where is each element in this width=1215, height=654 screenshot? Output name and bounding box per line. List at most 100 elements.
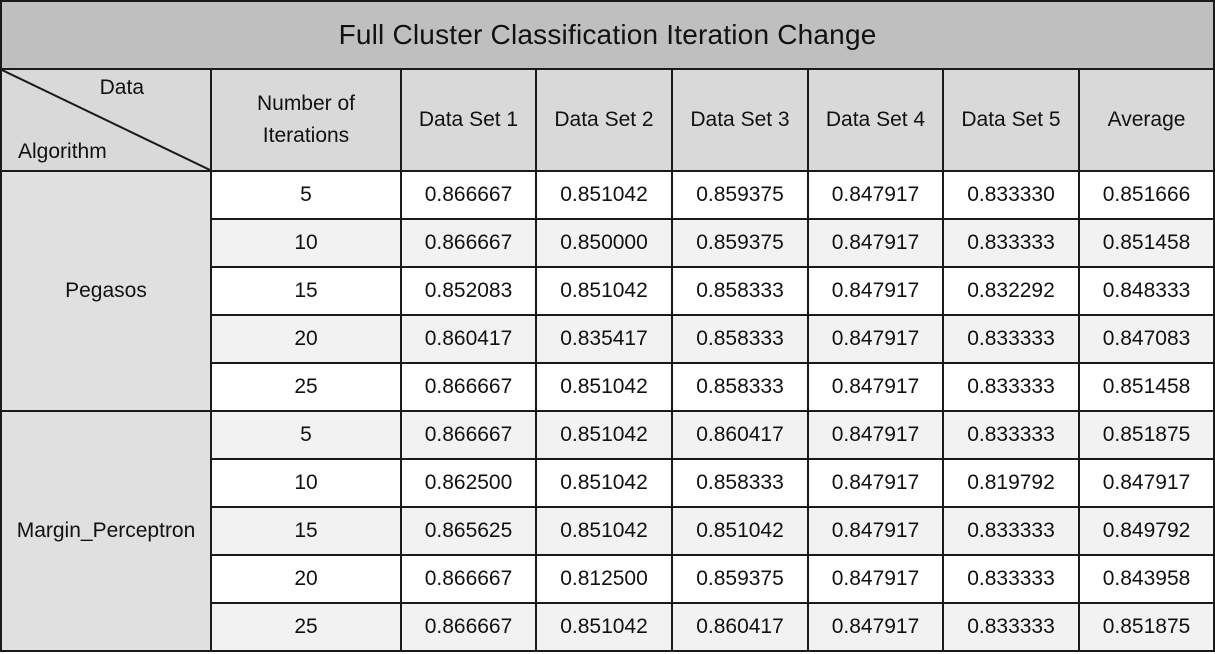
table-title: Full Cluster Classification Iteration Ch… xyxy=(0,0,1215,70)
corner-header: Data Algorithm xyxy=(0,68,212,172)
dataset-4-value-cell: 0.847917 xyxy=(807,506,944,556)
dataset-2-value-cell: 0.851042 xyxy=(535,506,673,556)
table-row: 20 0.860417 0.835417 0.858333 0.847917 0.8333… xyxy=(1,314,1215,364)
table-row: 25 0.866667 0.851042 0.860417 0.847917 0.8333… xyxy=(1,602,1215,652)
header-row: Data Algorithm Number of Iterations Data… xyxy=(0,68,1215,172)
dataset-5-header: Data Set 5 xyxy=(942,68,1080,172)
table-row: 10 0.862500 0.851042 0.858333 0.847917 0.8197… xyxy=(1,458,1215,508)
dataset-4-value-cell: 0.847917 xyxy=(807,218,944,268)
dataset-5-value-cell: 0.833333 xyxy=(942,314,1080,364)
dataset-4-value-cell: 0.847917 xyxy=(807,170,944,220)
average-value-cell: 0.851458 xyxy=(1077,218,1215,268)
average-value-cell: 0.849792 xyxy=(1077,506,1215,556)
dataset-3-header: Data Set 3 xyxy=(671,68,809,172)
iterations-header: Number of Iterations xyxy=(210,68,402,172)
iterations-cell: 5 xyxy=(210,410,402,460)
iterations-header-line2: Iterations xyxy=(262,124,350,147)
dataset-2-value-cell: 0.812500 xyxy=(535,554,673,604)
dataset-4-value-cell: 0.847917 xyxy=(807,554,944,604)
dataset-1-value-cell: 0.860417 xyxy=(400,314,537,364)
iterations-cell: 10 xyxy=(210,458,402,508)
dataset-4-header: Data Set 4 xyxy=(807,68,944,172)
dataset-5-value-cell: 0.833333 xyxy=(942,506,1080,556)
dataset-3-value-cell: 0.858333 xyxy=(671,314,809,364)
table-body: Pegasos 5 0.866667 0.851042 0.859375 0.847917… xyxy=(0,170,1215,652)
dataset-2-value-cell: 0.835417 xyxy=(535,314,673,364)
dataset-1-value-cell: 0.866667 xyxy=(400,554,537,604)
dataset-5-value-cell: 0.833333 xyxy=(942,362,1080,412)
average-header: Average xyxy=(1077,68,1215,172)
dataset-1-value-cell: 0.865625 xyxy=(400,506,537,556)
dataset-1-header: Data Set 1 xyxy=(400,68,537,172)
dataset-2-value-cell: 0.851042 xyxy=(535,170,673,220)
corner-algorithm-label: Algorithm xyxy=(18,140,107,163)
iterations-cell: 25 xyxy=(210,362,402,412)
iterations-cell: 5 xyxy=(210,170,402,220)
dataset-5-value-cell: 0.833333 xyxy=(942,410,1080,460)
dataset-3-value-cell: 0.858333 xyxy=(671,362,809,412)
dataset-5-value-cell: 0.832292 xyxy=(942,266,1080,316)
table-row: 20 0.866667 0.812500 0.859375 0.847917 0.8333… xyxy=(1,554,1215,604)
iterations-cell: 15 xyxy=(210,506,402,556)
dataset-2-value-cell: 0.851042 xyxy=(535,410,673,460)
diagonal-divider xyxy=(2,70,210,170)
table-row: Pegasos 5 0.866667 0.851042 0.859375 0.847917… xyxy=(0,170,1215,412)
dataset-2-value-cell: 0.851042 xyxy=(535,458,673,508)
average-value-cell: 0.847917 xyxy=(1077,458,1215,508)
table-row: 10 0.866667 0.850000 0.859375 0.847917 0.8333… xyxy=(1,218,1215,268)
dataset-3-value-cell: 0.860417 xyxy=(671,602,809,652)
iterations-cell: 20 xyxy=(210,314,402,364)
table-row: 15 0.865625 0.851042 0.851042 0.847917 0.8333… xyxy=(1,506,1215,556)
iterations-cell: 10 xyxy=(210,218,402,268)
table-row: 15 0.852083 0.851042 0.858333 0.847917 0.8322… xyxy=(1,266,1215,316)
dataset-1-value-cell: 0.866667 xyxy=(400,362,537,412)
iterations-cell: 25 xyxy=(210,602,402,652)
dataset-1-value-cell: 0.866667 xyxy=(400,410,537,460)
dataset-5-value-cell: 0.819792 xyxy=(942,458,1080,508)
iterations-header-line1: Number of xyxy=(256,92,356,115)
algorithm-cell: Pegasos xyxy=(0,170,212,412)
dataset-1-value-cell: 0.862500 xyxy=(400,458,537,508)
average-value-cell: 0.851458 xyxy=(1077,362,1215,412)
average-value-cell: 0.851875 xyxy=(1077,410,1215,460)
dataset-5-value-cell: 0.833333 xyxy=(942,554,1080,604)
dataset-3-value-cell: 0.860417 xyxy=(671,410,809,460)
dataset-4-value-cell: 0.847917 xyxy=(807,266,944,316)
iterations-cell: 15 xyxy=(210,266,402,316)
dataset-5-value-cell: 0.833330 xyxy=(942,170,1080,220)
dataset-2-value-cell: 0.850000 xyxy=(535,218,673,268)
dataset-1-value-cell: 0.866667 xyxy=(400,602,537,652)
average-value-cell: 0.851666 xyxy=(1077,170,1215,220)
dataset-3-value-cell: 0.859375 xyxy=(671,218,809,268)
dataset-3-value-cell: 0.859375 xyxy=(671,554,809,604)
table-row: Margin_Perceptron 5 0.866667 0.851042 0.8604… xyxy=(0,410,1215,652)
table-row: 25 0.866667 0.851042 0.858333 0.847917 0.8333… xyxy=(1,362,1215,412)
dataset-2-value-cell: 0.851042 xyxy=(535,602,673,652)
dataset-2-value-cell: 0.851042 xyxy=(535,362,673,412)
dataset-2-value-cell: 0.851042 xyxy=(535,266,673,316)
dataset-1-value-cell: 0.852083 xyxy=(400,266,537,316)
dataset-2-header: Data Set 2 xyxy=(535,68,673,172)
dataset-1-value-cell: 0.866667 xyxy=(400,170,537,220)
dataset-4-value-cell: 0.847917 xyxy=(807,458,944,508)
dataset-1-value-cell: 0.866667 xyxy=(400,218,537,268)
iterations-cell: 20 xyxy=(210,554,402,604)
dataset-4-value-cell: 0.847917 xyxy=(807,602,944,652)
dataset-3-value-cell: 0.859375 xyxy=(671,170,809,220)
dataset-5-value-cell: 0.833333 xyxy=(942,602,1080,652)
average-value-cell: 0.851875 xyxy=(1077,602,1215,652)
dataset-3-value-cell: 0.858333 xyxy=(671,266,809,316)
dataset-3-value-cell: 0.858333 xyxy=(671,458,809,508)
dataset-5-value-cell: 0.833333 xyxy=(942,218,1080,268)
dataset-3-value-cell: 0.851042 xyxy=(671,506,809,556)
average-value-cell: 0.848333 xyxy=(1077,266,1215,316)
dataset-4-value-cell: 0.847917 xyxy=(807,314,944,364)
title-row: Full Cluster Classification Iteration Ch… xyxy=(0,0,1215,70)
average-value-cell: 0.847083 xyxy=(1077,314,1215,364)
dataset-4-value-cell: 0.847917 xyxy=(807,362,944,412)
average-value-cell: 0.843958 xyxy=(1077,554,1215,604)
corner-data-label: Data xyxy=(99,76,144,99)
dataset-4-value-cell: 0.847917 xyxy=(807,410,944,460)
